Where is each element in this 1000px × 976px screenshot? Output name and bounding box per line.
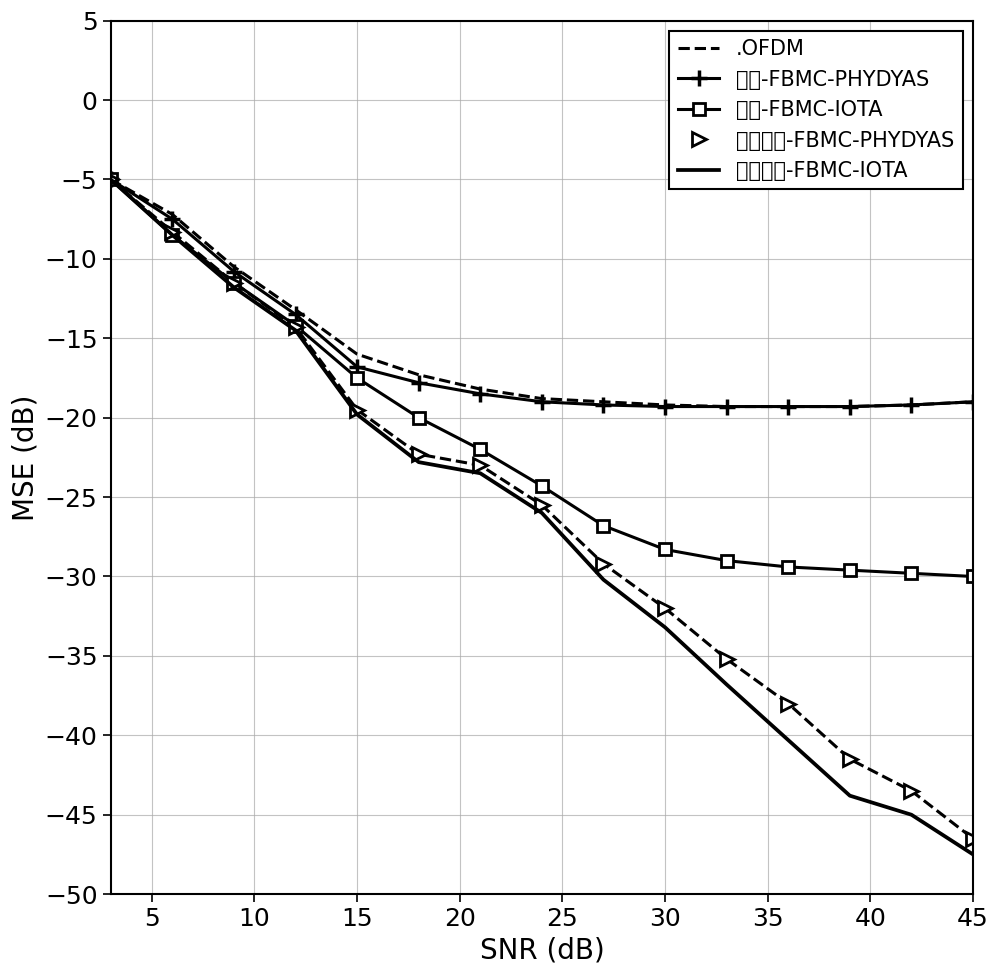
.OFDM [721,401,733,413]
传统-FBMC-IOTA [967,571,979,583]
干扰消除-FBMC-PHYDYAS [228,277,240,289]
传统-FBMC-IOTA [536,480,548,492]
传统-FBMC-IOTA [597,520,609,532]
干扰消除-FBMC-IOTA [659,622,671,633]
Line: 干扰消除-FBMC-IOTA: 干扰消除-FBMC-IOTA [111,180,973,854]
干扰消除-FBMC-PHYDYAS [290,321,302,333]
X-axis label: SNR (dB): SNR (dB) [480,937,604,965]
传统-FBMC-IOTA [166,229,178,241]
传统-FBMC-IOTA [905,567,917,579]
.OFDM [844,401,856,413]
干扰消除-FBMC-IOTA [967,848,979,860]
干扰消除-FBMC-PHYDYAS [351,404,363,416]
Line: .OFDM: .OFDM [111,180,973,407]
干扰消除-FBMC-IOTA [844,790,856,801]
干扰消除-FBMC-IOTA [351,409,363,421]
干扰消除-FBMC-PHYDYAS [659,602,671,614]
传统-FBMC-IOTA [844,564,856,576]
干扰消除-FBMC-IOTA [290,324,302,336]
干扰消除-FBMC-PHYDYAS [597,558,609,570]
.OFDM [474,384,486,395]
.OFDM [782,401,794,413]
Legend: .OFDM, 传统-FBMC-PHYDYAS, 传统-FBMC-IOTA, 干扰消除-FBMC-PHYDYAS, 干扰消除-FBMC-IOTA: .OFDM, 传统-FBMC-PHYDYAS, 传统-FBMC-IOTA, 干扰… [669,31,963,189]
干扰消除-FBMC-IOTA [105,174,117,185]
.OFDM [413,369,425,381]
干扰消除-FBMC-PHYDYAS [166,226,178,238]
干扰消除-FBMC-PHYDYAS [536,499,548,510]
传统-FBMC-PHYDYAS [844,401,856,413]
.OFDM [905,399,917,411]
传统-FBMC-PHYDYAS [721,401,733,413]
Y-axis label: MSE (dB): MSE (dB) [11,394,39,520]
干扰消除-FBMC-PHYDYAS [474,460,486,471]
.OFDM [967,396,979,408]
.OFDM [659,399,671,411]
传统-FBMC-PHYDYAS [967,396,979,408]
干扰消除-FBMC-PHYDYAS [905,785,917,796]
干扰消除-FBMC-PHYDYAS [782,698,794,710]
传统-FBMC-PHYDYAS [536,396,548,408]
传统-FBMC-IOTA [105,174,117,185]
传统-FBMC-PHYDYAS [351,361,363,373]
传统-FBMC-PHYDYAS [659,401,671,413]
干扰消除-FBMC-IOTA [536,508,548,519]
传统-FBMC-PHYDYAS [290,308,302,320]
干扰消除-FBMC-IOTA [905,809,917,821]
干扰消除-FBMC-PHYDYAS [413,448,425,460]
干扰消除-FBMC-PHYDYAS [721,653,733,665]
Line: 传统-FBMC-IOTA: 传统-FBMC-IOTA [105,174,979,582]
传统-FBMC-PHYDYAS [597,399,609,411]
传统-FBMC-IOTA [413,412,425,424]
传统-FBMC-IOTA [782,561,794,573]
传统-FBMC-PHYDYAS [413,377,425,388]
传统-FBMC-PHYDYAS [782,401,794,413]
传统-FBMC-IOTA [351,372,363,384]
干扰消除-FBMC-IOTA [782,734,794,746]
传统-FBMC-IOTA [721,554,733,566]
传统-FBMC-IOTA [659,544,671,555]
Line: 传统-FBMC-PHYDYAS: 传统-FBMC-PHYDYAS [102,171,981,415]
.OFDM [228,261,240,272]
干扰消除-FBMC-IOTA [413,457,425,468]
.OFDM [166,209,178,221]
传统-FBMC-PHYDYAS [166,214,178,225]
传统-FBMC-PHYDYAS [105,174,117,185]
干扰消除-FBMC-IOTA [597,574,609,586]
.OFDM [290,304,302,315]
干扰消除-FBMC-IOTA [721,678,733,690]
传统-FBMC-PHYDYAS [905,399,917,411]
Line: 干扰消除-FBMC-PHYDYAS: 干扰消除-FBMC-PHYDYAS [104,173,980,845]
干扰消除-FBMC-IOTA [166,229,178,241]
干扰消除-FBMC-PHYDYAS [844,753,856,765]
干扰消除-FBMC-IOTA [474,468,486,479]
.OFDM [597,396,609,408]
传统-FBMC-PHYDYAS [228,265,240,277]
传统-FBMC-IOTA [290,320,302,332]
干扰消除-FBMC-PHYDYAS [967,833,979,844]
干扰消除-FBMC-IOTA [228,282,240,294]
.OFDM [105,174,117,185]
传统-FBMC-PHYDYAS [474,388,486,400]
传统-FBMC-IOTA [474,443,486,455]
.OFDM [351,348,363,360]
传统-FBMC-IOTA [228,277,240,289]
.OFDM [536,392,548,404]
干扰消除-FBMC-PHYDYAS [105,174,117,185]
